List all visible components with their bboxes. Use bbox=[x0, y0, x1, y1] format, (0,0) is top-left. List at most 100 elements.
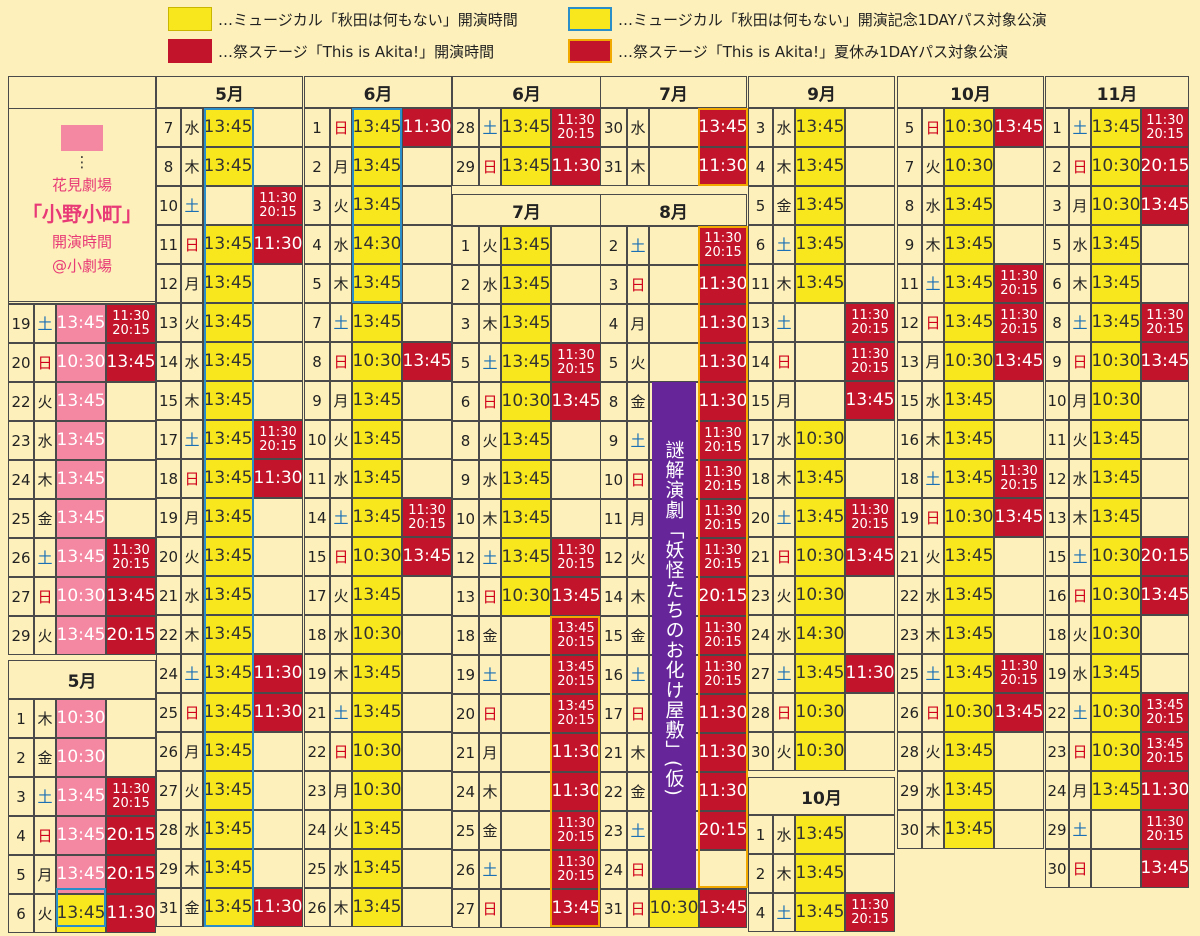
stage-time[interactable]: 13:45 bbox=[402, 537, 452, 576]
musical-time[interactable]: 10:30 bbox=[56, 738, 106, 777]
musical-time[interactable]: 10:30 bbox=[1091, 732, 1141, 771]
stage-time[interactable]: 11:30 20:15 bbox=[994, 303, 1044, 342]
musical-time[interactable]: 13:45 bbox=[944, 615, 994, 654]
musical-time[interactable]: 13:45 bbox=[352, 108, 402, 147]
stage-time[interactable]: 11:30 bbox=[253, 654, 303, 693]
musical-time[interactable]: 13:45 bbox=[501, 460, 551, 499]
musical-time[interactable]: 13:45 bbox=[56, 855, 106, 894]
stage-time[interactable]: 20:15 bbox=[106, 616, 156, 655]
musical-time[interactable]: 13:45 bbox=[203, 147, 253, 186]
musical-time[interactable]: 10:30 bbox=[649, 889, 699, 928]
musical-time[interactable]: 10:30 bbox=[352, 771, 402, 810]
musical-time[interactable]: 13:45 bbox=[203, 108, 253, 147]
stage-time[interactable]: 11:30 20:15 bbox=[551, 850, 601, 889]
musical-time[interactable]: 13:45 bbox=[203, 459, 253, 498]
musical-time[interactable]: 10:30 bbox=[352, 537, 402, 576]
musical-time[interactable]: 13:45 bbox=[501, 499, 551, 538]
stage-time[interactable]: 13:45 20:15 bbox=[1141, 693, 1189, 732]
stage-time[interactable]: 20:15 bbox=[699, 811, 747, 850]
musical-time[interactable]: 10:30 bbox=[944, 147, 994, 186]
stage-time[interactable]: 11:30 20:15 bbox=[699, 538, 747, 577]
stage-time[interactable]: 11:30 bbox=[845, 654, 895, 693]
stage-time[interactable]: 11:30 bbox=[551, 147, 601, 186]
musical-time[interactable]: 10:30 bbox=[944, 498, 994, 537]
musical-time[interactable]: 13:45 bbox=[352, 693, 402, 732]
musical-time[interactable]: 14:30 bbox=[352, 225, 402, 264]
musical-time[interactable]: 13:45 bbox=[56, 894, 106, 933]
stage-time[interactable]: 11:30 20:15 bbox=[1141, 108, 1189, 147]
musical-time[interactable]: 10:30 bbox=[795, 576, 845, 615]
musical-time[interactable]: 13:45 bbox=[352, 576, 402, 615]
stage-time[interactable]: 11:30 bbox=[699, 147, 747, 186]
stage-time[interactable]: 13:45 bbox=[106, 577, 156, 616]
stage-time[interactable]: 11:30 20:15 bbox=[845, 893, 895, 932]
musical-time[interactable]: 13:45 bbox=[795, 108, 845, 147]
musical-time[interactable]: 13:45 bbox=[944, 186, 994, 225]
musical-time[interactable]: 13:45 bbox=[352, 654, 402, 693]
musical-time[interactable]: 13:45 bbox=[203, 381, 253, 420]
stage-time[interactable]: 20:15 bbox=[1141, 147, 1189, 186]
stage-time[interactable]: 13:45 bbox=[1141, 186, 1189, 225]
musical-time[interactable]: 13:45 bbox=[56, 421, 106, 460]
stage-time[interactable]: 11:30 bbox=[106, 894, 156, 933]
musical-time[interactable]: 13:45 bbox=[795, 264, 845, 303]
stage-time[interactable]: 11:30 20:15 bbox=[845, 303, 895, 342]
stage-time[interactable]: 11:30 20:15 bbox=[402, 498, 452, 537]
musical-time[interactable]: 13:45 bbox=[352, 264, 402, 303]
stage-time[interactable]: 13:45 bbox=[994, 693, 1044, 732]
musical-time[interactable]: 13:45 bbox=[1091, 459, 1141, 498]
musical-time[interactable]: 10:30 bbox=[56, 577, 106, 616]
musical-time[interactable]: 13:45 bbox=[944, 732, 994, 771]
stage-time[interactable]: 11:30 20:15 bbox=[1141, 810, 1189, 849]
stage-time[interactable]: 11:30 bbox=[253, 693, 303, 732]
musical-time[interactable]: 13:45 bbox=[501, 538, 551, 577]
musical-time[interactable]: 10:30 bbox=[1091, 186, 1141, 225]
musical-time[interactable]: 13:45 bbox=[203, 732, 253, 771]
musical-time[interactable]: 13:45 bbox=[501, 304, 551, 343]
musical-time[interactable]: 13:45 bbox=[944, 459, 994, 498]
stage-time[interactable]: 11:30 bbox=[253, 459, 303, 498]
musical-time[interactable]: 13:45 bbox=[501, 226, 551, 265]
musical-time[interactable]: 13:45 bbox=[501, 147, 551, 186]
musical-time[interactable]: 10:30 bbox=[944, 693, 994, 732]
musical-time[interactable]: 10:30 bbox=[1091, 576, 1141, 615]
musical-time[interactable]: 10:30 bbox=[944, 108, 994, 147]
stage-time[interactable]: 13:45 bbox=[994, 342, 1044, 381]
musical-time[interactable]: 10:30 bbox=[352, 732, 402, 771]
musical-time[interactable]: 13:45 bbox=[795, 815, 845, 854]
musical-time[interactable]: 13:45 bbox=[944, 225, 994, 264]
musical-time[interactable]: 13:45 bbox=[352, 186, 402, 225]
stage-time[interactable]: 20:15 bbox=[699, 577, 747, 616]
musical-time[interactable]: 13:45 bbox=[501, 343, 551, 382]
stage-time[interactable]: 13:45 bbox=[551, 889, 601, 928]
musical-time[interactable]: 10:30 bbox=[56, 699, 106, 738]
stage-time[interactable]: 20:15 bbox=[106, 855, 156, 894]
musical-time[interactable]: 10:30 bbox=[795, 537, 845, 576]
stage-time[interactable]: 13:45 bbox=[699, 108, 747, 147]
musical-time[interactable]: 13:45 bbox=[795, 186, 845, 225]
musical-time[interactable]: 10:30 bbox=[795, 693, 845, 732]
musical-time[interactable]: 13:45 bbox=[795, 654, 845, 693]
musical-time[interactable]: 13:45 bbox=[1091, 654, 1141, 693]
stage-time[interactable]: 11:30 bbox=[253, 888, 303, 927]
stage-time[interactable]: 11:30 20:15 bbox=[551, 538, 601, 577]
musical-time[interactable]: 13:45 bbox=[56, 499, 106, 538]
stage-time[interactable]: 13:45 bbox=[845, 537, 895, 576]
musical-time[interactable]: 13:45 bbox=[795, 459, 845, 498]
musical-time[interactable]: 13:45 bbox=[203, 888, 253, 927]
stage-time[interactable]: 11:30 20:15 bbox=[699, 460, 747, 499]
musical-time[interactable]: 13:45 bbox=[944, 420, 994, 459]
musical-time[interactable]: 13:45 bbox=[795, 147, 845, 186]
musical-time[interactable]: 13:45 bbox=[1091, 303, 1141, 342]
musical-time[interactable]: 13:45 bbox=[56, 382, 106, 421]
stage-time[interactable]: 13:45 bbox=[845, 381, 895, 420]
stage-time[interactable]: 11:30 20:15 bbox=[994, 264, 1044, 303]
musical-time[interactable]: 13:45 bbox=[203, 849, 253, 888]
musical-time[interactable]: 10:30 bbox=[352, 615, 402, 654]
musical-time[interactable]: 10:30 bbox=[1091, 342, 1141, 381]
musical-time[interactable]: 10:30 bbox=[1091, 615, 1141, 654]
musical-time[interactable]: 13:45 bbox=[352, 381, 402, 420]
musical-time[interactable]: 10:30 bbox=[1091, 537, 1141, 576]
stage-time[interactable]: 11:30 bbox=[699, 265, 747, 304]
stage-time[interactable]: 11:30 20:15 bbox=[994, 654, 1044, 693]
